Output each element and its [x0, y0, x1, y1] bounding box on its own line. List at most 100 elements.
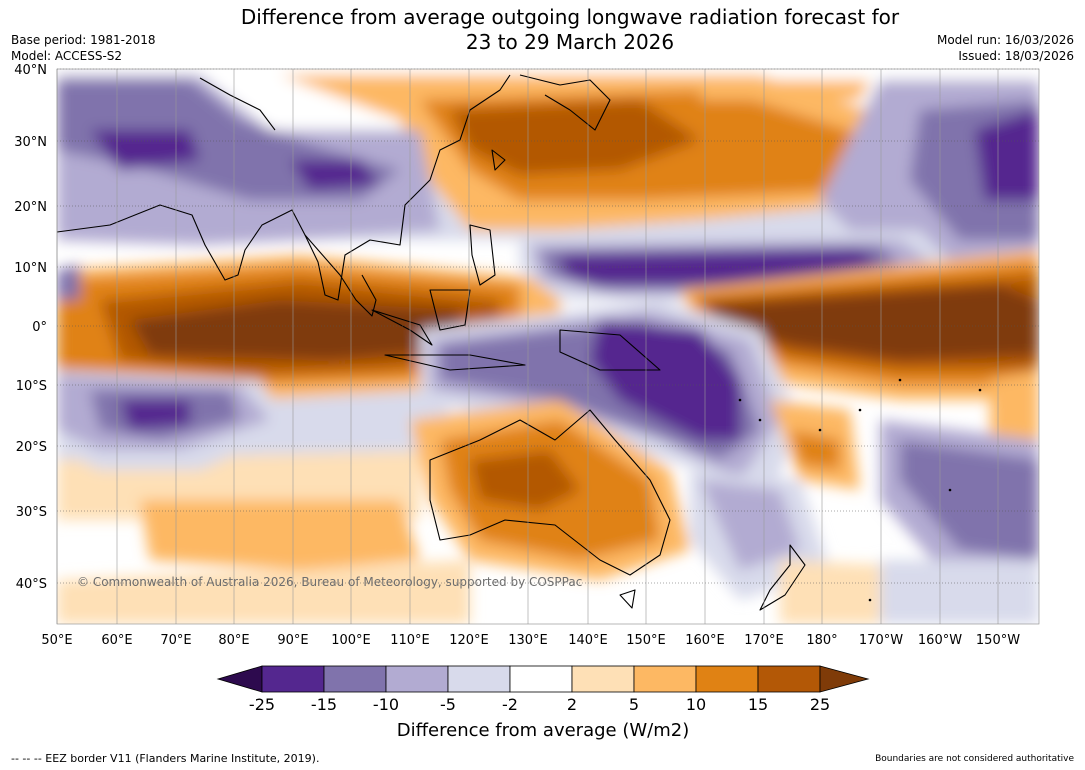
lat-label: 10°S [16, 379, 47, 394]
coastline-8 [491, 149, 506, 171]
island-6 [978, 388, 982, 392]
colorbar-segment [261, 665, 325, 693]
colorbar-tick-label: 15 [748, 695, 768, 714]
island-4 [858, 408, 862, 412]
longitude-labels: 50°E 60°E 70°E 80°E 90°E 100°E 110°E 120°E 130°E… [41, 633, 1020, 648]
colorbar-segment [633, 665, 697, 693]
anomaly-region-40 [140, 500, 420, 570]
lon-label: 180° [806, 633, 837, 648]
coastline-7 [469, 224, 496, 286]
colorbar-segment [447, 665, 511, 693]
lon-label: 170°E [744, 633, 784, 648]
colorbar-tick-label: -25 [249, 695, 275, 714]
anomaly-region-24 [560, 250, 880, 285]
meta-left: Base period: 1981-2018 Model: ACCESS-S2 [11, 32, 156, 64]
model-name: Model: ACCESS-S2 [11, 49, 123, 63]
lat-label: 20°S [16, 440, 47, 455]
colorbar: -25 -15 -10 -5 -2 2 5 10 15 25 [216, 665, 870, 714]
colorbar-segment [757, 665, 821, 693]
coastline-11 [759, 544, 806, 611]
colorbar-segment [323, 665, 387, 693]
latitude-labels: 40°N 30°N 20°N 10°N 0° 10°S 20°S 30°S 40°S [14, 63, 47, 592]
colorbar-tick-label: -5 [440, 695, 456, 714]
lat-label: 0° [32, 320, 47, 335]
lon-label: 140°E [568, 633, 608, 648]
lat-label: 30°S [16, 505, 47, 520]
colorbar-segment [571, 665, 635, 693]
island-7 [948, 488, 952, 492]
anomaly-region-50 [57, 265, 80, 300]
lon-label: 110°E [390, 633, 430, 648]
lat-label: 20°N [14, 200, 47, 215]
copyright-notice: © Commonwealth of Australia 2026, Bureau… [77, 575, 582, 589]
anomaly-region-45 [900, 440, 1039, 560]
island-5 [898, 378, 902, 382]
lon-label: 120°E [449, 633, 489, 648]
lon-label: 60°E [101, 633, 132, 648]
title-line-1: Difference from average outgoing longwav… [240, 5, 900, 29]
lon-label: 130°E [508, 633, 548, 648]
meta-right: Model run: 16/03/2026 Issued: 18/03/2026 [937, 32, 1074, 64]
lon-label: 160°E [685, 633, 725, 648]
anomaly-region-28 [710, 285, 1039, 360]
island-3 [818, 428, 822, 432]
anomaly-region-3 [57, 560, 470, 624]
lon-label: 170°W [859, 633, 903, 648]
lon-label: 70°E [160, 633, 191, 648]
lon-label: 150°E [626, 633, 666, 648]
anomaly-region-8 [450, 100, 700, 175]
colorbar-left-arrow [216, 665, 263, 693]
graticule [56, 68, 1039, 624]
anomaly-region-49 [880, 560, 1039, 624]
coastline-4 [429, 289, 471, 331]
coastline-13 [199, 77, 276, 131]
lon-label: 150°W [976, 633, 1020, 648]
coastline-9 [429, 409, 671, 576]
coastline-3 [371, 309, 433, 346]
anomaly-field [57, 69, 1039, 624]
boundaries-note: Boundaries are not considered authoritat… [875, 754, 1074, 764]
anomaly-region-13 [290, 160, 380, 190]
map-frame [56, 68, 1040, 625]
map-title: Difference from average outgoing longwav… [170, 5, 970, 55]
base-period: Base period: 1981-2018 [11, 33, 156, 47]
colorbar-tick-label: 2 [567, 695, 577, 714]
colorbar-tick-label: 10 [686, 695, 706, 714]
lon-label: 90°E [277, 633, 308, 648]
colorbar-segment [695, 665, 759, 693]
lon-label: 80°E [218, 633, 249, 648]
lon-label: 100°E [331, 633, 371, 648]
anomaly-region-42 [790, 430, 840, 470]
eez-note: -- -- -- EEZ border V11 (Flanders Marine… [11, 752, 320, 765]
lon-label: 160°W [918, 633, 962, 648]
lat-label: 40°N [14, 63, 47, 78]
lat-label: 40°S [16, 577, 47, 592]
island-8 [868, 598, 872, 602]
model-run: Model run: 16/03/2026 [936, 33, 1074, 47]
colorbar-tick-label: -2 [502, 695, 518, 714]
issued-date: Issued: 18/03/2026 [958, 49, 1074, 63]
anomaly-region-36 [120, 400, 190, 430]
anomaly-region-12 [90, 130, 200, 170]
coastline-10 [619, 589, 636, 609]
colorbar-right-arrow [819, 665, 870, 693]
anomaly-region-39 [470, 450, 580, 510]
anomaly-region-47 [700, 480, 800, 570]
title-line-2: 23 to 29 March 2026 [465, 30, 675, 54]
anomaly-region-32 [590, 320, 740, 440]
colorbar-segment [385, 665, 449, 693]
coastlines [57, 74, 982, 611]
anomaly-region-20 [130, 300, 460, 360]
coastline-12 [519, 74, 611, 131]
island-1 [738, 398, 742, 402]
map-area: © Commonwealth of Australia 2026, Bureau… [56, 68, 1040, 625]
colorbar-tick-label: -15 [311, 695, 337, 714]
colorbar-title: Difference from average (W/m2) [397, 720, 689, 741]
coastline-5 [384, 354, 526, 371]
anomaly-region-9 [700, 80, 870, 100]
colorbar-segment [509, 665, 573, 693]
island-2 [758, 418, 762, 422]
lat-label: 30°N [14, 135, 47, 150]
colorbar-tick-label: 5 [629, 695, 639, 714]
